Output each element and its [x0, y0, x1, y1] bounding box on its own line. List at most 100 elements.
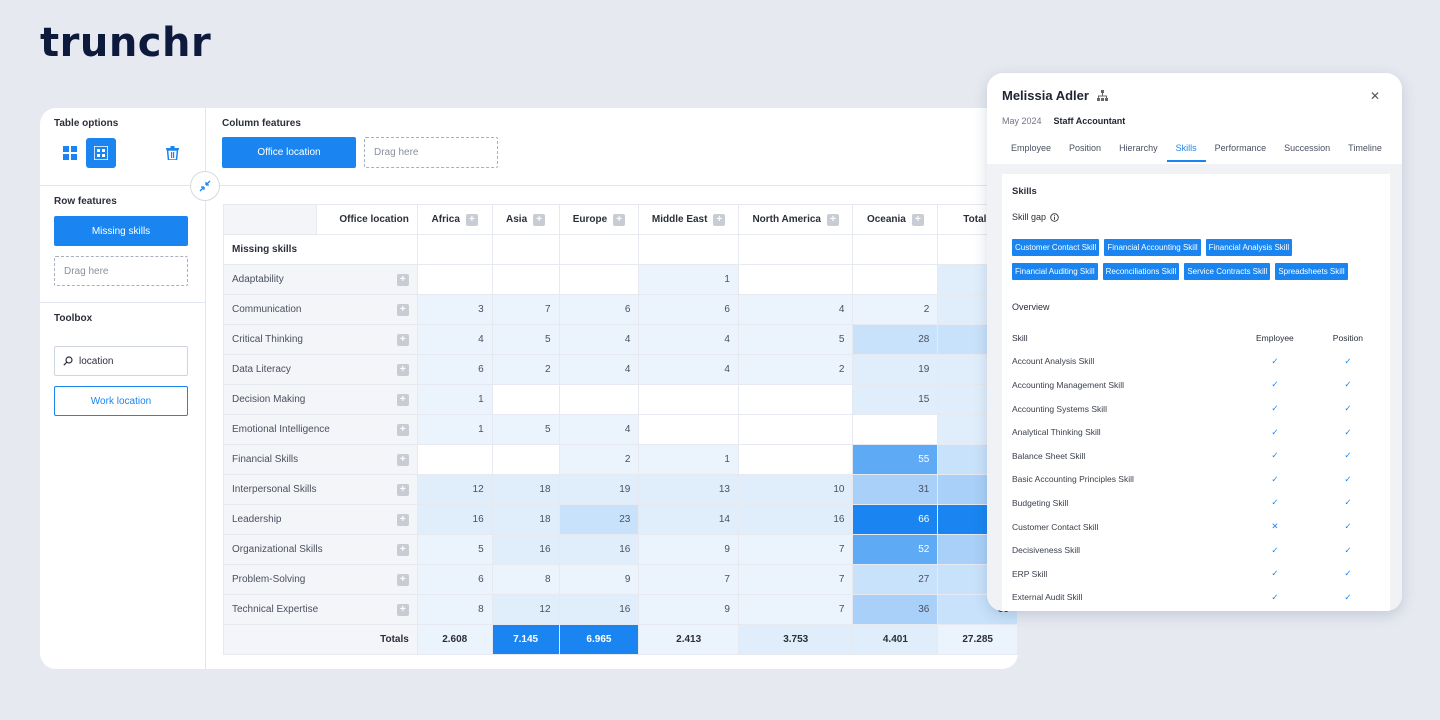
office-location-feature-button[interactable]: Office location	[222, 137, 356, 168]
table-row: Leadership+161823141666153	[223, 504, 1018, 535]
expand-icon[interactable]: +	[396, 423, 409, 436]
table-cell	[852, 414, 939, 445]
missing-skills-feature-button[interactable]: Missing skills	[54, 216, 188, 246]
col-header-asia[interactable]: Asia +	[491, 204, 560, 235]
table-cell	[737, 264, 854, 295]
expand-icon[interactable]: +	[713, 213, 726, 226]
expand-icon[interactable]: +	[396, 333, 409, 346]
skill-gap-chip[interactable]: Spreadsheets Skill	[1275, 263, 1348, 280]
overview-row: Customer Contact Skill ✕ ✓	[1012, 515, 1382, 539]
overview-skill: Basic Accounting Principles Skill	[1012, 474, 1134, 485]
table-cell: 5	[416, 534, 493, 565]
tab-performance[interactable]: Performance	[1214, 143, 1267, 153]
employee-status-icon: ✕	[1271, 521, 1279, 532]
skill-gap-chip[interactable]: Financial Analysis Skill	[1205, 239, 1293, 256]
table-cell: 16	[491, 534, 560, 565]
row-label-cell[interactable]: Financial Skills +	[223, 444, 418, 475]
expand-icon[interactable]: +	[396, 453, 409, 466]
work-location-item[interactable]: Work location	[54, 386, 188, 416]
row-header-label: Missing skills	[223, 234, 418, 265]
overview-skill: Balance Sheet Skill	[1012, 450, 1086, 461]
expand-icon[interactable]: +	[396, 573, 409, 586]
row-label: Critical Thinking	[232, 334, 303, 345]
row-label-cell[interactable]: Problem-Solving +	[223, 564, 418, 595]
total-cell: 7.145	[491, 624, 560, 655]
table-cell: 7	[638, 564, 739, 595]
trash-icon[interactable]	[157, 138, 187, 168]
expand-icon[interactable]: +	[396, 393, 409, 406]
tab-employee[interactable]: Employee	[1011, 143, 1052, 153]
expand-icon[interactable]: +	[826, 213, 839, 226]
expand-icon[interactable]: +	[396, 513, 409, 526]
total-cell: 3.753	[737, 624, 854, 655]
table-cell	[491, 384, 560, 415]
skill-gap-chip[interactable]: Financial Auditing Skill	[1012, 263, 1098, 280]
expand-icon[interactable]: +	[396, 273, 409, 286]
table-cell: 2	[737, 354, 854, 385]
table-cell	[491, 444, 560, 475]
table-cell: 1	[638, 264, 739, 295]
col-header-africa[interactable]: Africa +	[416, 204, 493, 235]
org-chart-icon[interactable]	[1096, 90, 1108, 101]
row-label-cell[interactable]: Technical Expertise +	[223, 594, 418, 625]
expand-icon[interactable]: +	[396, 303, 409, 316]
tab-skills[interactable]: Skills	[1166, 138, 1206, 162]
close-icon[interactable]: ✕	[1369, 89, 1380, 103]
table-cell: 16	[558, 534, 640, 565]
expand-icon[interactable]: +	[396, 363, 409, 376]
row-label-cell[interactable]: Interpersonal Skills +	[223, 474, 418, 505]
row-label-cell[interactable]: Communication +	[223, 294, 418, 325]
tab-position[interactable]: Position	[1069, 143, 1102, 153]
skill-gap-chip[interactable]: Reconciliations Skill	[1102, 263, 1180, 280]
row-label-cell[interactable]: Data Literacy +	[223, 354, 418, 385]
row-label-cell[interactable]: Leadership +	[223, 504, 418, 535]
layout-grid-icon[interactable]	[55, 138, 85, 168]
employee-detail-card: Melissia Adler ✕ May 2024 Staff Accounta…	[987, 73, 1402, 611]
toolbox-title: Toolbox	[54, 313, 93, 324]
overview-header-skill: Skill	[1012, 332, 1028, 343]
overview-skill: ERP Skill	[1012, 568, 1048, 579]
row-label: Problem-Solving	[232, 574, 306, 585]
overview-header-row: Skill Employee Position	[1012, 326, 1382, 350]
info-icon[interactable]	[1050, 212, 1059, 222]
skill-gap-chip[interactable]: Service Contracts Skill	[1184, 263, 1271, 280]
table-cell: 31	[852, 474, 939, 505]
expand-icon[interactable]: +	[396, 483, 409, 496]
expand-icon[interactable]: +	[465, 213, 478, 226]
table-cell: 4	[737, 294, 854, 325]
skill-gap-chips: Customer Contact Skill Financial Accounti…	[1012, 239, 1382, 280]
expand-icon[interactable]: +	[396, 603, 409, 616]
col-header-north-america[interactable]: North America +	[737, 204, 854, 235]
table-cell: 6	[416, 564, 493, 595]
column-drag-zone[interactable]: Drag here	[364, 137, 498, 168]
tab-succession[interactable]: Succession	[1284, 143, 1331, 153]
row-label-cell[interactable]: Emotional Intelligence +	[223, 414, 418, 445]
expand-icon[interactable]: +	[911, 213, 924, 226]
toolbox-section: Toolbox location Work location	[40, 303, 206, 669]
skill-gap-chip[interactable]: Financial Accounting Skill	[1104, 239, 1201, 256]
row-label-cell[interactable]: Decision Making +	[223, 384, 418, 415]
toolbox-search-input[interactable]: location	[54, 346, 188, 376]
tab-timeline[interactable]: Timeline	[1348, 143, 1382, 153]
overview-row: Analytical Thinking Skill ✓ ✓	[1012, 420, 1382, 444]
col-header-oceania[interactable]: Oceania +	[852, 204, 939, 235]
expand-icon[interactable]: +	[396, 543, 409, 556]
row-label-cell[interactable]: Organizational Skills +	[223, 534, 418, 565]
col-header-europe[interactable]: Europe +	[558, 204, 640, 235]
table-cell: 5	[491, 414, 560, 445]
employee-name-row: Melissia Adler	[1002, 88, 1108, 103]
overview-row: Accounting Management Skill ✓ ✓	[1012, 373, 1382, 397]
total-cell: 6.965	[558, 624, 640, 655]
row-label-cell[interactable]: Critical Thinking +	[223, 324, 418, 355]
expand-icon[interactable]: +	[533, 213, 546, 226]
col-header-middle-east[interactable]: Middle East +	[638, 204, 739, 235]
skill-gap-chip[interactable]: Customer Contact Skill	[1012, 239, 1100, 256]
expand-icon[interactable]: +	[613, 213, 626, 226]
heatmap-icon[interactable]	[86, 138, 116, 168]
row-drag-zone[interactable]: Drag here	[54, 256, 188, 286]
tab-hierarchy[interactable]: Hierarchy	[1119, 143, 1158, 153]
collapse-panel-button[interactable]	[190, 171, 220, 201]
table-cell: 4	[558, 324, 640, 355]
table-cell: 6	[416, 354, 493, 385]
row-label-cell[interactable]: Adaptability +	[223, 264, 418, 295]
